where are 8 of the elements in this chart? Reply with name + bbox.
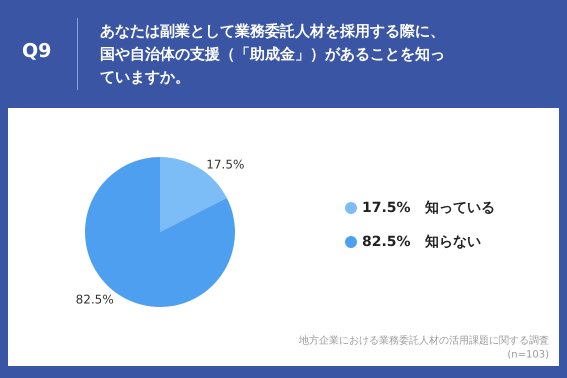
data-label: 82.5%: [76, 292, 114, 306]
legend-label: 82.5% 知らない: [362, 234, 482, 250]
text: (n=103): [507, 350, 550, 360]
legend-label: 17.5% 知っている: [362, 200, 496, 216]
text: 地方企業における業務委託人材の活用課題に関する調査: [298, 334, 549, 346]
chart-title: Q9: [22, 40, 52, 62]
chart-subtitle: あなたは副業として業務委託人材を採用する際に、国や自治体の支援（「助成金」）があることを知っていますか。: [100, 21, 446, 88]
data-label: 17.5%: [206, 158, 244, 172]
